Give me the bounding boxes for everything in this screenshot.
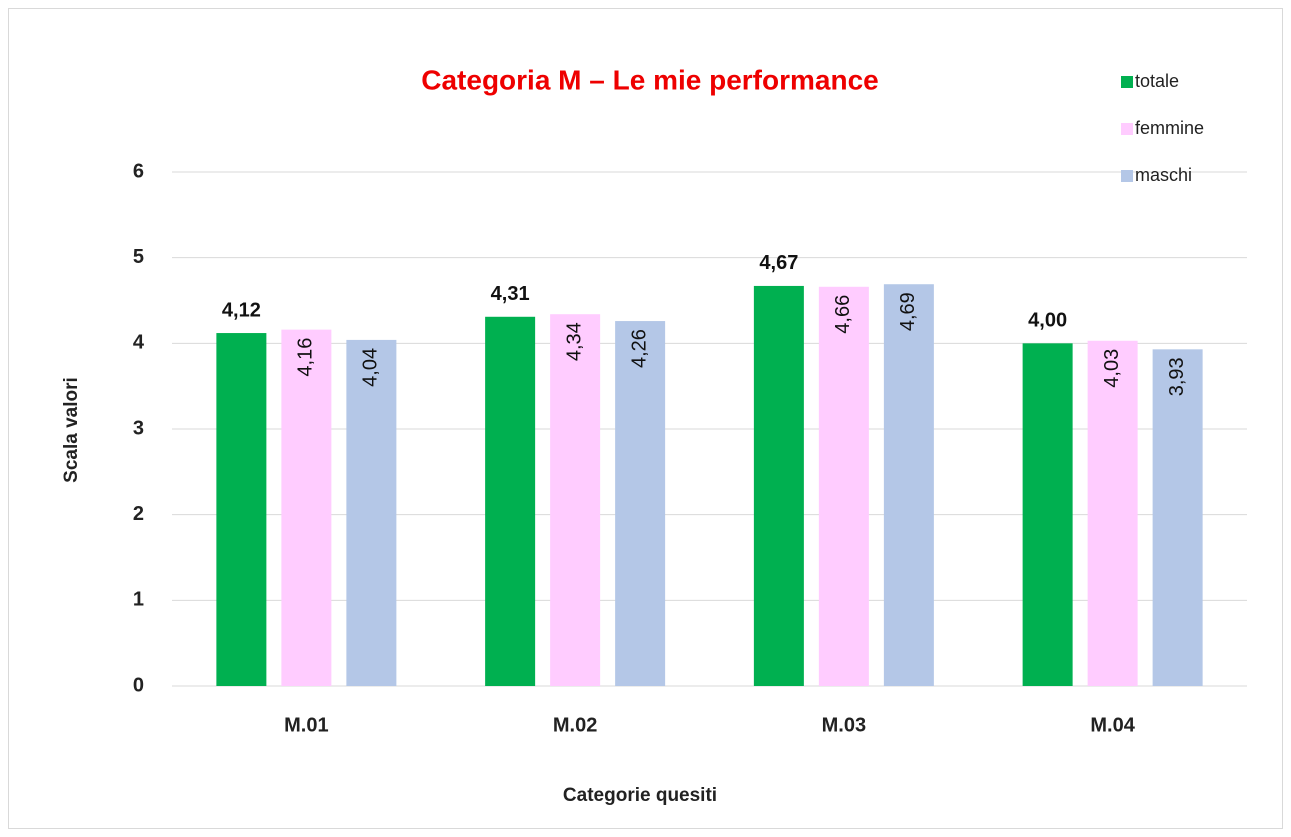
data-label: 4,66 [832,295,854,334]
legend-label: totale [1135,71,1179,91]
bar [550,314,601,686]
data-label: 4,69 [897,292,919,331]
bar [216,333,267,686]
bar [485,316,536,686]
bar [1022,343,1073,686]
data-label: 4,16 [295,338,317,377]
data-label: 3,93 [1166,357,1188,396]
x-tick-label: M.01 [284,714,328,736]
x-tick-label: M.03 [822,714,866,736]
data-label: 4,67 [759,252,798,274]
data-label: 4,26 [628,329,650,368]
y-tick-label: 0 [133,674,144,696]
y-tick-label: 1 [133,589,144,611]
y-tick-label: 5 [133,246,144,268]
legend-swatch [1121,170,1133,182]
data-label: 4,00 [1028,310,1067,332]
bar [281,329,332,686]
y-tick-label: 6 [133,160,144,182]
data-label: 4,31 [491,283,530,305]
y-tick-label: 2 [133,503,144,525]
chart-title: Categoria M – Le mie performance [421,64,878,95]
x-tick-label: M.02 [553,714,597,736]
x-tick-label: M.04 [1090,714,1135,736]
bar [883,284,934,686]
bar [1152,349,1203,686]
data-label: 4,03 [1101,349,1123,388]
legend-label: maschi [1135,165,1192,185]
data-label: 4,04 [360,348,382,387]
bar [818,286,869,686]
y-tick-label: 4 [133,332,145,354]
data-label: 4,12 [222,299,261,321]
x-axis-label: Categorie quesiti [563,785,717,806]
legend-swatch [1121,76,1133,88]
data-label: 4,34 [563,322,585,361]
bar [1087,340,1138,686]
bar [346,339,397,686]
bar [753,285,804,686]
bar [615,321,666,686]
legend-swatch [1121,123,1133,135]
y-axis-label: Scala valori [61,377,82,483]
legend-label: femmine [1135,118,1204,138]
y-tick-label: 3 [133,417,144,439]
